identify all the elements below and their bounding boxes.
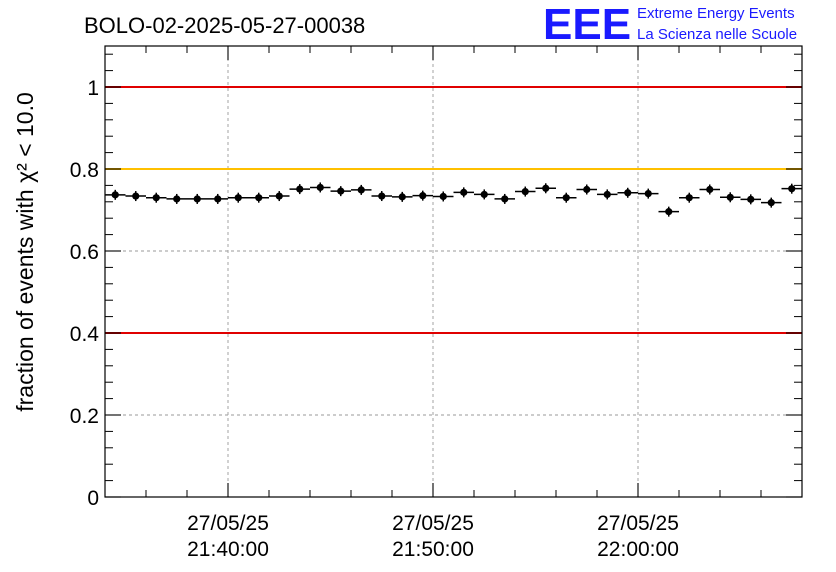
- data-point-marker: [685, 194, 693, 202]
- data-point: [740, 194, 761, 205]
- data-point-marker: [726, 193, 734, 201]
- data-point: [248, 192, 269, 203]
- y-tick-label: 0: [87, 487, 99, 510]
- data-point: [453, 187, 474, 198]
- y-tick-label: 0.8: [70, 159, 99, 182]
- data-point: [617, 187, 638, 198]
- data-point-marker: [747, 195, 755, 203]
- logo-line-2: La Scienza nelle Scuole: [637, 26, 797, 43]
- data-point: [289, 184, 310, 195]
- data-point: [351, 184, 372, 195]
- data-point: [433, 191, 454, 202]
- y-tick-label: 0.6: [70, 241, 99, 264]
- data-point-marker: [439, 192, 447, 201]
- data-point-marker: [521, 187, 529, 196]
- data-point: [228, 192, 249, 203]
- reference-lines: [105, 86, 802, 334]
- data-point-marker: [378, 192, 386, 200]
- data-point-marker: [275, 192, 283, 200]
- data-point-marker: [480, 190, 488, 199]
- y-tick-label: 0.4: [70, 323, 100, 346]
- data-point: [412, 190, 433, 201]
- data-point: [371, 191, 392, 202]
- data-point-marker: [111, 191, 119, 199]
- x-tick-date-label: 27/05/25: [597, 512, 679, 535]
- plot-frame: [104, 45, 803, 498]
- logo-line-1: Extreme Energy Events: [637, 5, 795, 22]
- data-point: [699, 184, 720, 195]
- data-point: [146, 192, 167, 203]
- data-point-marker: [706, 185, 714, 194]
- data-point-marker: [644, 190, 652, 198]
- data-point-marker: [234, 194, 242, 202]
- y-tick-label: 0.2: [70, 405, 99, 428]
- x-tick-date-label: 27/05/25: [187, 512, 269, 535]
- data-point: [679, 192, 700, 203]
- data-point: [187, 193, 208, 204]
- data-point: [781, 183, 802, 194]
- data-point: [105, 189, 126, 200]
- data-point: [310, 182, 331, 193]
- data-point-marker: [583, 185, 591, 194]
- data-point-marker: [337, 187, 345, 195]
- data-point: [392, 191, 413, 202]
- data-point: [269, 191, 290, 202]
- data-point-marker: [398, 193, 406, 201]
- data-point-marker: [501, 195, 509, 203]
- x-tick-time-label: 21:50:00: [392, 538, 474, 561]
- data-point: [515, 186, 536, 197]
- data-point: [535, 183, 556, 194]
- data-point-marker: [173, 195, 181, 203]
- data-point: [658, 206, 679, 217]
- data-point: [166, 193, 187, 204]
- data-point-marker: [316, 183, 324, 192]
- data-point-marker: [562, 194, 570, 202]
- data-point: [576, 184, 597, 195]
- data-point-marker: [255, 194, 263, 202]
- data-point-marker: [296, 185, 304, 193]
- data-point: [761, 197, 782, 208]
- data-points: [105, 182, 802, 217]
- data-point-marker: [460, 188, 468, 196]
- data-point-marker: [624, 189, 632, 197]
- data-point: [494, 193, 515, 204]
- y-axis-label: fraction of events with χ² < 10.0: [12, 92, 38, 412]
- data-point: [720, 192, 741, 203]
- y-tick-label: 1: [87, 77, 99, 100]
- data-point-marker: [419, 192, 427, 200]
- y-axis: 0 0.2 0.4 0.6 0.8 1: [70, 53, 802, 510]
- data-point: [556, 192, 577, 203]
- data-point: [125, 191, 146, 202]
- data-point-marker: [542, 184, 550, 192]
- data-point: [207, 193, 228, 204]
- data-point-marker: [603, 190, 611, 199]
- data-point-marker: [788, 185, 796, 193]
- x-axis: 27/05/25 21:40:00 27/05/25 21:50:00 27/05/25…: [145, 46, 762, 561]
- logo-mark: EEE: [543, 0, 631, 49]
- data-point: [330, 186, 351, 197]
- data-point-marker: [357, 186, 365, 194]
- x-tick-time-label: 21:40:00: [187, 538, 269, 561]
- data-point-marker: [193, 195, 201, 203]
- data-point-marker: [152, 194, 160, 202]
- data-point-marker: [214, 195, 222, 203]
- data-point: [597, 189, 618, 200]
- x-tick-date-label: 27/05/25: [392, 512, 474, 535]
- chart-title: BOLO-02-2025-05-27-00038: [84, 13, 365, 38]
- data-point: [638, 188, 659, 199]
- logo: EEE Extreme Energy Events La Scienza nel…: [543, 0, 797, 49]
- data-point-marker: [767, 199, 775, 207]
- data-point-marker: [665, 208, 673, 216]
- x-tick-time-label: 22:00:00: [597, 538, 679, 561]
- data-point: [474, 189, 495, 200]
- data-point-marker: [132, 192, 140, 200]
